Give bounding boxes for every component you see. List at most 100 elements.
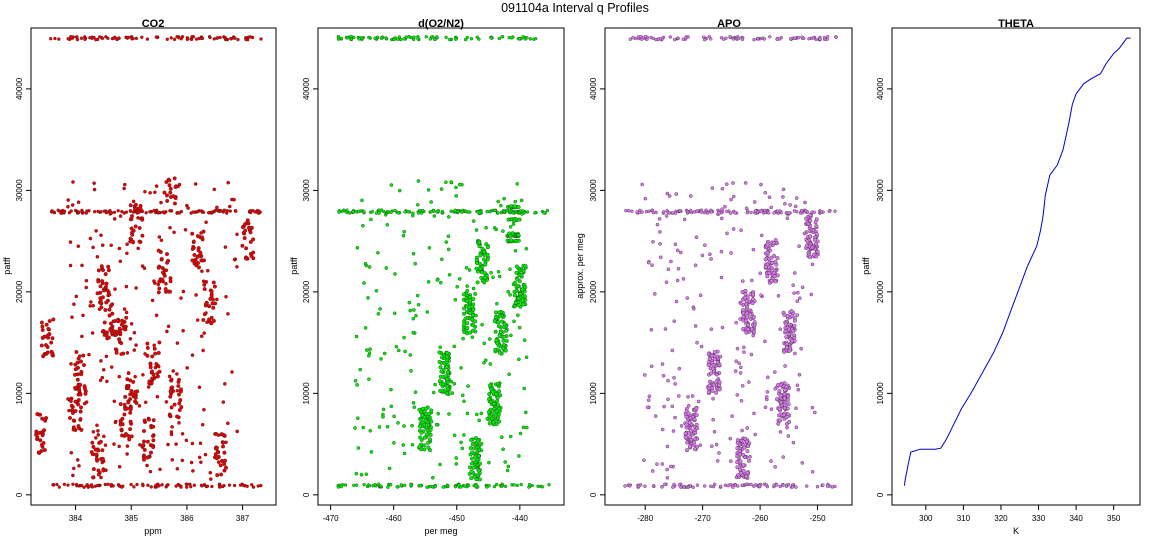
- panel-theta: THETA K patff 300 310 320 330 340 35001000020…: [861, 18, 1141, 536]
- data-point: [69, 403, 74, 408]
- data-point: [739, 365, 743, 370]
- data-point: [686, 403, 691, 408]
- data-point: [813, 410, 817, 415]
- data-point: [700, 253, 705, 258]
- data-point: [410, 423, 414, 428]
- data-point: [834, 35, 838, 39]
- data-point: [150, 354, 155, 359]
- x-axis-label: per meg: [424, 526, 457, 536]
- data-point: [369, 450, 374, 454]
- data-point: [399, 37, 403, 42]
- data-point: [445, 355, 450, 359]
- data-point: [109, 482, 114, 487]
- data-point: [452, 433, 457, 438]
- data-point: [251, 250, 256, 255]
- data-point: [775, 273, 780, 278]
- data-point: [175, 341, 180, 345]
- data-point: [422, 443, 427, 448]
- data-point: [709, 353, 714, 358]
- data-point: [195, 254, 200, 259]
- data-point: [41, 354, 46, 359]
- data-point: [739, 399, 744, 403]
- data-point: [374, 211, 379, 215]
- data-point: [706, 390, 711, 395]
- data-point: [810, 470, 815, 474]
- data-point: [645, 405, 650, 410]
- data-point: [142, 439, 146, 444]
- data-point: [416, 36, 420, 41]
- data-point: [519, 482, 523, 487]
- data-point: [42, 428, 47, 433]
- data-point: [487, 460, 491, 465]
- data-point: [715, 360, 720, 365]
- data-point: [462, 311, 466, 316]
- data-point: [126, 434, 131, 438]
- data-point: [200, 422, 205, 427]
- data-point: [336, 485, 341, 489]
- data-point: [216, 433, 221, 437]
- data-point: [196, 248, 201, 253]
- data-point: [501, 229, 505, 233]
- data-point: [483, 275, 488, 280]
- data-point: [658, 230, 662, 234]
- data-point: [354, 471, 359, 476]
- data-point: [708, 252, 712, 256]
- data-point: [693, 324, 698, 328]
- data-point: [396, 211, 401, 215]
- y-tick-label: 30000: [15, 179, 24, 202]
- data-point: [467, 465, 472, 470]
- data-point: [168, 225, 172, 230]
- data-point: [39, 320, 44, 325]
- data-point: [212, 187, 217, 192]
- data-point: [360, 198, 364, 203]
- data-point: [104, 354, 109, 359]
- data-point: [112, 217, 117, 221]
- data-point: [469, 476, 474, 481]
- data-point: [38, 412, 42, 417]
- data-point: [179, 405, 184, 410]
- data-point: [428, 437, 432, 442]
- profile-line: [903, 37, 1131, 486]
- data-point: [136, 246, 140, 251]
- data-point: [45, 333, 50, 338]
- data-point: [145, 455, 150, 460]
- data-point: [151, 424, 156, 429]
- data-point: [429, 408, 434, 413]
- data-point: [148, 210, 152, 214]
- data-point: [146, 385, 151, 389]
- data-point: [51, 317, 56, 322]
- data-point: [381, 209, 386, 214]
- data-point: [216, 460, 221, 464]
- data-point: [417, 407, 422, 412]
- data-point: [107, 307, 112, 312]
- data-point: [149, 485, 153, 489]
- data-point: [496, 382, 500, 386]
- data-point: [133, 374, 137, 379]
- data-point: [207, 304, 212, 309]
- data-point: [748, 455, 752, 459]
- data-point: [207, 210, 211, 215]
- data-point: [720, 216, 724, 221]
- data-point: [512, 483, 516, 487]
- data-point: [142, 457, 146, 462]
- data-point: [223, 35, 227, 40]
- data-point: [193, 182, 198, 186]
- data-point: [462, 292, 466, 297]
- data-point: [741, 327, 746, 331]
- data-point: [482, 280, 486, 285]
- data-point: [123, 432, 128, 436]
- data-point: [733, 211, 737, 215]
- data-point: [450, 391, 455, 395]
- data-point: [462, 433, 466, 437]
- data-point: [358, 367, 362, 372]
- data-point: [782, 381, 787, 385]
- data-point: [137, 226, 142, 230]
- data-point: [779, 400, 784, 405]
- data-point: [356, 416, 360, 420]
- data-point: [777, 388, 782, 393]
- data-point: [142, 429, 146, 433]
- data-point: [116, 319, 121, 324]
- data-point: [159, 257, 164, 261]
- data-point: [360, 36, 364, 40]
- data-point: [240, 225, 245, 230]
